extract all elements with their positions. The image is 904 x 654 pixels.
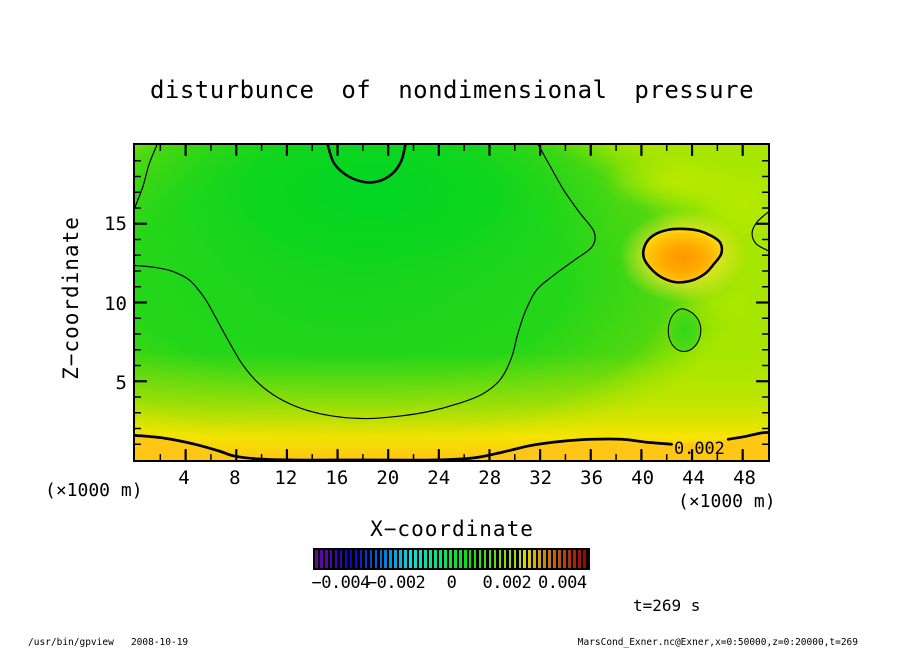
colorbar-stripe: [483, 550, 487, 568]
colorbar-stripe: [478, 550, 482, 568]
colorbar-stripe: [394, 550, 397, 568]
colorbar-stripe: [563, 550, 566, 568]
orange-maximum-blob: [641, 227, 724, 284]
colorbar-stripe: [439, 550, 442, 568]
colorbar-stripe: [429, 550, 432, 568]
colorbar-stripe: [434, 550, 437, 568]
colorbar-stripe: [453, 550, 457, 568]
colorbar-stripe: [344, 550, 348, 568]
contour-value-label: 0.002: [674, 438, 725, 458]
x-axis-label: X−coordinate: [370, 517, 534, 541]
colorbar-stripe: [533, 550, 536, 568]
colorbar-stripe: [473, 550, 477, 568]
colorbar-stripe: [399, 550, 402, 568]
contour-line: [135, 145, 596, 420]
colorbar-stripe: [538, 550, 541, 568]
colorbar-stripe: [568, 550, 571, 568]
x-tick-label: 24: [427, 467, 451, 489]
x-tick-label: 40: [631, 467, 655, 489]
contour-plot: 0.002: [133, 143, 770, 462]
x-tick-label: 48: [733, 467, 756, 489]
colorbar-stripe: [458, 550, 462, 568]
colorbar-stripe: [389, 550, 393, 568]
axis-ticks-layer: [135, 145, 768, 460]
contour-line: [726, 430, 768, 441]
colorbar-stripe: [364, 550, 368, 568]
chart-title: disturbunce of nondimensional pressure: [149, 76, 755, 104]
colorbar-stripe: [369, 550, 373, 568]
z-tick-label: 5: [115, 372, 127, 395]
colorbar-stripe: [329, 550, 333, 568]
colorbar-stripe: [518, 550, 522, 568]
colorbar-stripe: [503, 550, 507, 568]
colorbar-stripe: [463, 550, 467, 568]
z-axis-label: Z−coordinate: [59, 216, 83, 380]
colorbar-stripe: [324, 550, 328, 568]
colorbar-stripe: [319, 550, 323, 568]
x-unit-right: (×1000 m): [678, 491, 776, 512]
x-tick-label: 16: [325, 467, 349, 489]
z-tick-label: 10: [104, 292, 127, 315]
colorbar-stripe: [404, 550, 407, 568]
colorbar-tick-label: 0.002: [482, 573, 532, 593]
x-tick-label: 44: [682, 467, 705, 489]
contour-line: [751, 211, 768, 252]
colorbar-tick-label: 0: [446, 573, 457, 593]
colorbar-stripe: [558, 550, 561, 568]
footer-program-date: /usr/bin/gpview 2008-10-19: [28, 637, 189, 648]
colorbar-tick-label: −0.002: [366, 573, 426, 593]
colorbar-stripe: [583, 550, 586, 568]
colorbar-stripe: [468, 550, 472, 568]
contour-line: [135, 433, 674, 460]
colorbar-stripe: [349, 550, 353, 568]
colorbar-stripe: [553, 550, 556, 568]
x-tick-label: 36: [580, 467, 604, 489]
colorbar-stripe: [339, 550, 343, 568]
colorbar-stripe: [573, 550, 576, 568]
colorbar: [313, 548, 590, 570]
colorbar-stripe: [444, 550, 447, 568]
x-unit-left: (×1000 m): [45, 480, 143, 501]
colorbar-stripe: [493, 550, 497, 568]
colorbar-stripe: [523, 550, 527, 568]
colorbar-stripe: [424, 550, 427, 568]
x-tick-label: 4: [178, 467, 190, 489]
colorbar-stripe: [315, 550, 318, 568]
colorbar-stripe: [409, 550, 412, 568]
x-tick-label: 8: [229, 467, 241, 489]
colorbar-stripe: [334, 550, 338, 568]
colorbar-stripe: [543, 550, 546, 568]
colorbar-stripe: [414, 550, 417, 568]
colorbar-stripe: [498, 550, 502, 568]
colorbar-stripe: [488, 550, 492, 568]
contour-line: [135, 145, 158, 208]
colorbar-stripe: [359, 550, 363, 568]
colorbar-stripe: [374, 550, 378, 568]
contour-lines-layer: [135, 145, 768, 460]
green-pocket-oval: [667, 308, 702, 352]
footer-data-source: MarsCond_Exner.nc@Exner,x=0:50000,z=0:20…: [577, 637, 858, 648]
colorbar-stripe: [508, 550, 512, 568]
colorbar-stripe: [449, 550, 452, 568]
colorbar-stripe: [354, 550, 358, 568]
contour-line: [326, 145, 407, 184]
bottom-orange-fill: [135, 430, 768, 460]
contour-field-svg: 0.002: [135, 145, 768, 460]
colorbar-stripe: [419, 550, 422, 568]
x-tick-label: 12: [274, 467, 298, 489]
time-label: t=269 s: [633, 596, 701, 615]
x-tick-label: 28: [478, 467, 502, 489]
colorbar-stripe: [578, 550, 581, 568]
colorbar-stripe: [528, 550, 532, 568]
colorbar-tick-label: −0.004: [311, 573, 370, 593]
z-tick-label: 15: [104, 212, 127, 235]
x-tick-label: 20: [376, 467, 400, 489]
x-tick-label: 32: [529, 467, 553, 489]
colorbar-stripe: [513, 550, 517, 568]
colorbar-stripe: [379, 550, 383, 568]
colorbar-stripe: [548, 550, 551, 568]
colorbar-tick-label: 0.004: [537, 573, 587, 593]
colorbar-stripe: [384, 550, 388, 568]
